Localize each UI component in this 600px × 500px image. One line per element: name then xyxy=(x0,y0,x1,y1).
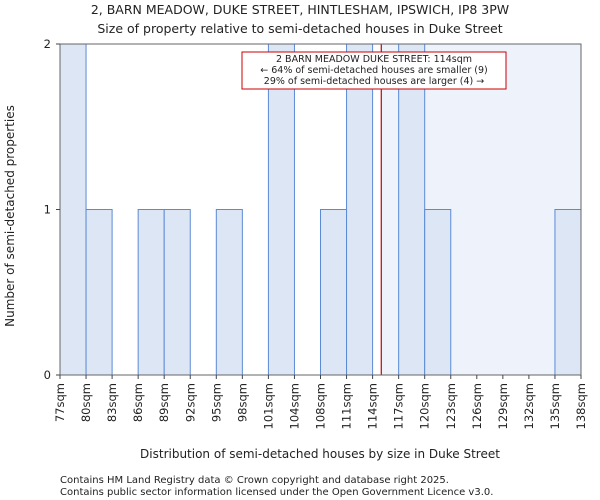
x-tick-label: 132sqm xyxy=(522,383,536,429)
x-tick-label: 92sqm xyxy=(183,383,197,422)
annotation-line1: 2 BARN MEADOW DUKE STREET: 114sqm xyxy=(276,54,472,65)
bar-120sqm xyxy=(424,209,452,376)
x-tick-label: 98sqm xyxy=(235,383,249,422)
y-tick-label: 2 xyxy=(44,37,51,51)
x-tick-label: 114sqm xyxy=(366,383,380,429)
annotation-line3: 29% of semi-detached houses are larger (… xyxy=(264,76,484,87)
bar-95sqm xyxy=(215,209,243,376)
x-tick-label: 95sqm xyxy=(209,383,223,422)
footer-line2: Contains public sector information licen… xyxy=(60,487,493,498)
x-tick-label: 86sqm xyxy=(131,383,145,422)
y-axis-label: Number of semi-detached properties xyxy=(3,105,17,327)
bar-89sqm xyxy=(163,209,191,376)
annotation-line2: ← 64% of semi-detached houses are smalle… xyxy=(260,65,488,76)
chart-title-line1: 2, BARN MEADOW, DUKE STREET, HINTLESHAM,… xyxy=(91,2,509,17)
bars xyxy=(59,43,582,376)
footer-line1: Contains HM Land Registry data © Crown c… xyxy=(60,475,449,486)
x-tick-label: 123sqm xyxy=(444,383,458,429)
annotation-box: 2 BARN MEADOW DUKE STREET: 114sqm ← 64% … xyxy=(241,51,507,90)
x-tick-label: 89sqm xyxy=(157,383,171,422)
x-tick-label: 117sqm xyxy=(392,383,406,429)
bar-101sqm xyxy=(267,43,295,376)
bar-117sqm xyxy=(398,43,426,376)
x-tick-label: 77sqm xyxy=(53,383,67,422)
x-tick-label: 111sqm xyxy=(340,383,354,429)
y-tick-label: 0 xyxy=(44,368,51,382)
bar-77sqm xyxy=(59,43,87,376)
x-tick-label: 126sqm xyxy=(470,383,484,429)
x-axis-ticks: 77sqm 80sqm 83sqm 86sqm 89sqm 92sqm 95sqm 98sqm… xyxy=(53,375,588,429)
x-tick-label: 129sqm xyxy=(496,383,510,429)
x-tick-label: 108sqm xyxy=(314,383,328,429)
y-tick-label: 1 xyxy=(44,203,51,217)
x-tick-label: 120sqm xyxy=(418,383,432,429)
x-tick-label: 83sqm xyxy=(105,383,119,422)
bar-108sqm xyxy=(320,209,348,376)
chart-title-line2: Size of property relative to semi-detach… xyxy=(97,21,502,36)
x-tick-label: 135sqm xyxy=(548,383,562,429)
bar-86sqm xyxy=(137,209,165,376)
x-tick-label: 138sqm xyxy=(574,383,588,429)
bar-111sqm xyxy=(346,43,374,376)
x-tick-label: 104sqm xyxy=(287,383,301,429)
x-axis-label: Distribution of semi-detached houses by … xyxy=(140,447,500,461)
bar-135sqm xyxy=(554,209,582,376)
x-tick-label: 101sqm xyxy=(261,383,275,429)
plot-area: 0 1 2 77sqm 80sqm 83sqm 86sqm 89sqm 92sqm 95sqm 9… xyxy=(44,37,588,429)
y-axis-ticks: 0 1 2 xyxy=(44,37,60,382)
x-tick-label: 80sqm xyxy=(79,383,93,422)
bar-80sqm xyxy=(85,209,113,376)
